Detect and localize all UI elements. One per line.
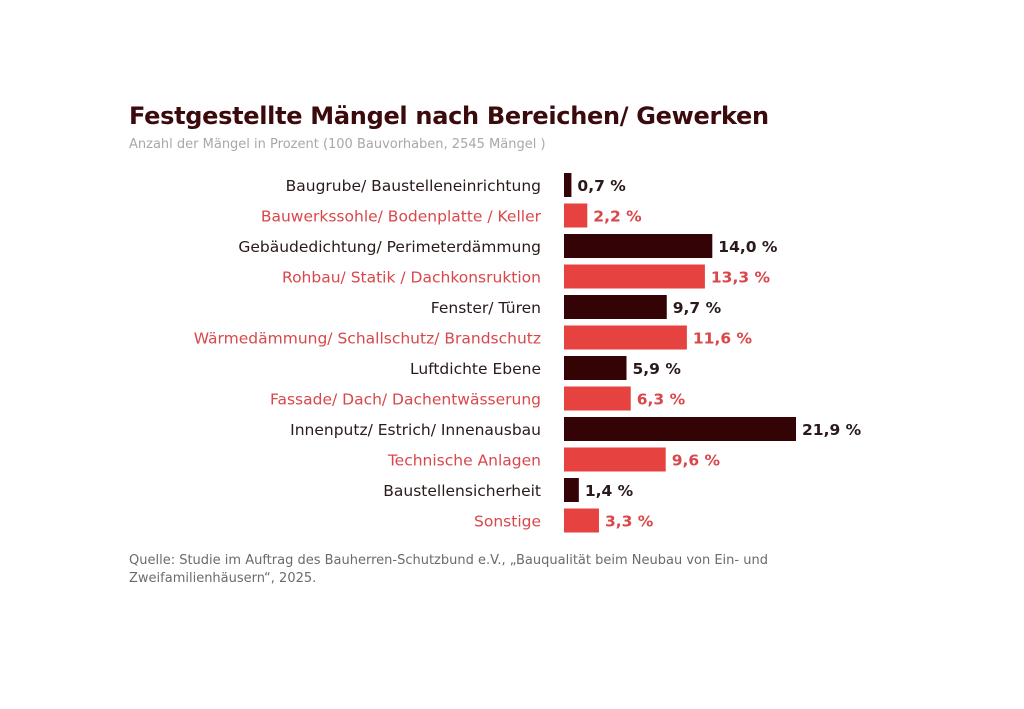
bar [564, 264, 705, 289]
category-label: Fenster/ Türen [431, 299, 541, 317]
value-label: 9,7 % [673, 299, 722, 317]
bar-row: Baugrube/ Baustelleneinrichtung 0,7 % [286, 173, 626, 197]
value-label: 13,3 % [711, 269, 771, 287]
category-label: Innenputz/ Estrich/ Innenausbau [290, 421, 541, 439]
bar-row: Sonstige 3,3 % [474, 508, 654, 533]
bar-row: Innenputz/ Estrich/ Innenausbau 21,9 % [290, 417, 862, 441]
bar-row: Fenster/ Türen 9,7 % [431, 295, 722, 319]
bar [564, 234, 713, 258]
value-label: 14,0 % [718, 238, 778, 256]
bar-row: Baustellensicherheit 1,4 % [383, 478, 634, 502]
value-label: 21,9 % [802, 421, 862, 439]
value-label: 6,3 % [637, 391, 686, 409]
value-label: 1,4 % [585, 482, 634, 500]
bar [564, 447, 666, 472]
category-label: Rohbau/ Statik / Dachkonsruktion [282, 269, 541, 287]
bar-row: Wärmedämmung/ Schallschutz/ Brandschutz 1… [194, 325, 753, 350]
bar-row: Technische Anlagen 9,6 % [387, 447, 721, 472]
bar-row: Gebäudedichtung/ Perimeterdämmung 14,0 % [238, 234, 778, 258]
value-label: 2,2 % [593, 208, 642, 226]
value-label: 3,3 % [605, 513, 654, 531]
bar [564, 386, 631, 411]
category-label: Wärmedämmung/ Schallschutz/ Brandschutz [194, 330, 541, 348]
value-label: 9,6 % [672, 452, 721, 470]
value-label: 11,6 % [693, 330, 753, 348]
bar [564, 173, 572, 197]
bar-row: Luftdichte Ebene 5,9 % [410, 356, 681, 380]
bar-row: Bauwerkssohle/ Bodenplatte / Keller 2,2 % [261, 203, 642, 228]
bar-row: Rohbau/ Statik / Dachkonsruktion 13,3 % [282, 264, 771, 289]
bar [564, 203, 588, 228]
bar [564, 356, 627, 380]
bar [564, 508, 599, 533]
category-label: Baugrube/ Baustelleneinrichtung [286, 177, 541, 195]
value-label: 5,9 % [633, 360, 682, 378]
category-label: Baustellensicherheit [383, 482, 541, 500]
source-note: Quelle: Studie im Auftrag des Bauherren-… [129, 553, 768, 586]
chart-subtitle: Anzahl der Mängel in Prozent (100 Bauvor… [129, 137, 546, 152]
category-label: Fassade/ Dach/ Dachentwässerung [270, 391, 541, 409]
chart-title: Festgestellte Mängel nach Bereichen/ Gew… [129, 102, 769, 130]
bar [564, 325, 687, 350]
bar [564, 478, 579, 502]
bar [564, 295, 667, 319]
category-label: Bauwerkssohle/ Bodenplatte / Keller [261, 208, 542, 226]
category-label: Gebäudedichtung/ Perimeterdämmung [238, 238, 541, 256]
category-label: Sonstige [474, 513, 541, 531]
value-label: 0,7 % [577, 177, 626, 195]
bar [564, 417, 796, 441]
category-label: Luftdichte Ebene [410, 360, 541, 378]
category-label: Technische Anlagen [387, 452, 541, 470]
bar-row: Fassade/ Dach/ Dachentwässerung 6,3 % [270, 386, 686, 411]
